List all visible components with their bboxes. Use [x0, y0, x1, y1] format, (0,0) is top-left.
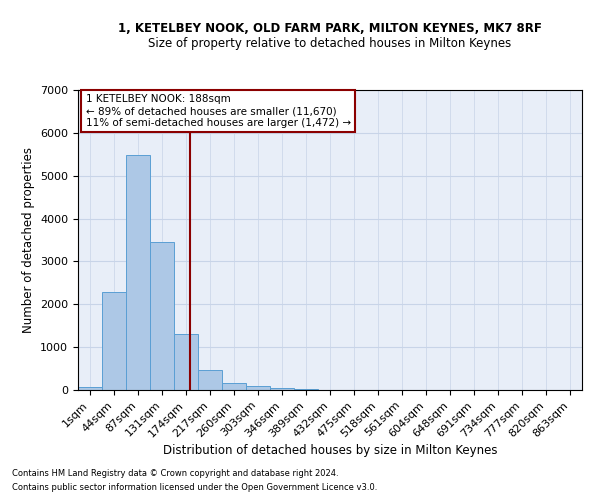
- Text: Contains public sector information licensed under the Open Government Licence v3: Contains public sector information licen…: [12, 484, 377, 492]
- Bar: [126, 155, 150, 390]
- Y-axis label: Number of detached properties: Number of detached properties: [22, 147, 35, 333]
- Text: Size of property relative to detached houses in Milton Keynes: Size of property relative to detached ho…: [148, 38, 512, 51]
- Bar: [174, 334, 198, 390]
- Bar: [102, 292, 126, 390]
- Bar: [198, 370, 222, 390]
- Bar: [294, 388, 318, 390]
- Bar: [222, 383, 246, 390]
- Bar: [246, 386, 270, 390]
- Bar: [78, 386, 102, 390]
- X-axis label: Distribution of detached houses by size in Milton Keynes: Distribution of detached houses by size …: [163, 444, 497, 458]
- Text: 1, KETELBEY NOOK, OLD FARM PARK, MILTON KEYNES, MK7 8RF: 1, KETELBEY NOOK, OLD FARM PARK, MILTON …: [118, 22, 542, 36]
- Bar: [150, 242, 174, 390]
- Text: 1 KETELBEY NOOK: 188sqm
← 89% of detached houses are smaller (11,670)
11% of sem: 1 KETELBEY NOOK: 188sqm ← 89% of detache…: [86, 94, 350, 128]
- Text: Contains HM Land Registry data © Crown copyright and database right 2024.: Contains HM Land Registry data © Crown c…: [12, 468, 338, 477]
- Bar: [270, 388, 294, 390]
